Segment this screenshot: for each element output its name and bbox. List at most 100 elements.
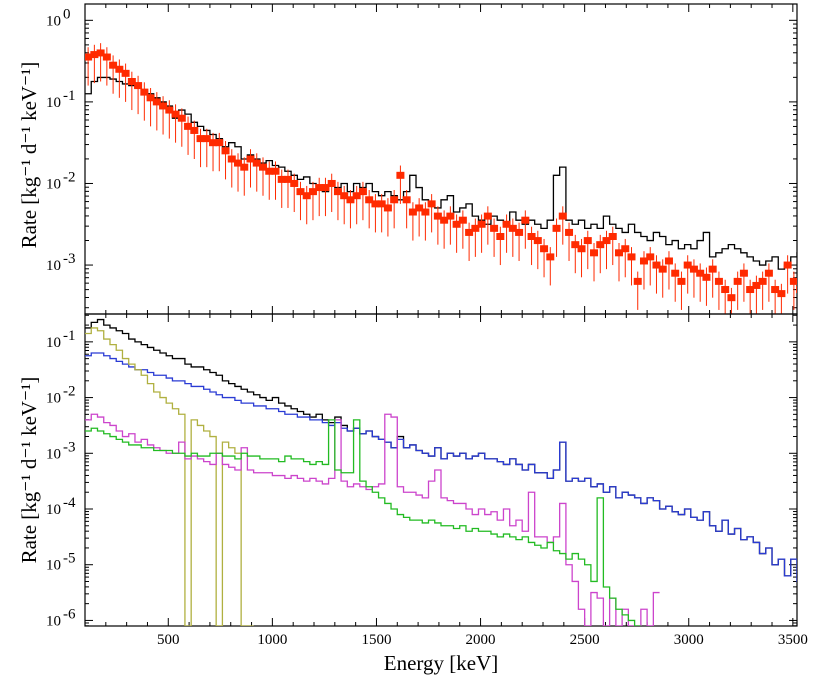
data-point <box>340 192 349 200</box>
data-point <box>664 257 673 265</box>
data-point <box>433 212 442 220</box>
x-axis-label: Energy [keV] <box>384 651 499 675</box>
data-point <box>502 220 511 228</box>
y-tick-label: 10 <box>46 558 61 574</box>
data-point <box>683 261 692 269</box>
series-step-line <box>85 327 254 626</box>
y-tick-label: 10 <box>46 258 61 274</box>
data-point <box>633 277 642 285</box>
y-tick-exponent: -3 <box>63 439 76 455</box>
data-point <box>658 265 667 273</box>
data-point <box>234 159 243 167</box>
y-tick-label: 10 <box>46 95 61 111</box>
x-tick-label: 3000 <box>674 632 704 648</box>
data-point <box>764 269 773 277</box>
y-tick-exponent: -4 <box>63 495 76 511</box>
data-point <box>777 290 786 298</box>
x-tick-label: 2500 <box>570 632 600 648</box>
y-tick-label: 10 <box>46 391 61 407</box>
data-point <box>789 277 797 285</box>
y-tick-exponent: -5 <box>63 551 76 567</box>
data-point <box>696 269 705 277</box>
data-point <box>565 228 574 236</box>
data-point <box>627 253 636 261</box>
data-point <box>227 155 236 163</box>
data-point <box>109 61 118 69</box>
data-point <box>521 216 530 224</box>
data-point <box>308 188 317 196</box>
data-point <box>758 277 767 285</box>
data-point <box>421 208 430 216</box>
data-point <box>346 196 355 204</box>
data-point <box>558 212 567 220</box>
y-tick-label: 10 <box>46 502 61 518</box>
data-point <box>177 114 186 122</box>
data-point <box>415 204 424 212</box>
data-point <box>102 53 111 61</box>
data-point <box>240 163 249 171</box>
data-point <box>533 237 542 245</box>
data-point <box>752 281 761 289</box>
data-point <box>739 269 748 277</box>
data-point <box>85 53 93 61</box>
data-point <box>321 184 330 192</box>
data-point <box>465 228 474 236</box>
data-point <box>277 175 286 183</box>
data-point <box>365 196 374 204</box>
data-point <box>483 212 492 220</box>
data-point <box>783 261 792 269</box>
data-point <box>621 245 630 253</box>
data-point <box>446 212 455 220</box>
data-point <box>115 65 124 73</box>
data-point <box>209 139 218 147</box>
y-tick-exponent: -2 <box>63 169 76 185</box>
data-point <box>121 69 130 77</box>
data-point <box>165 106 174 114</box>
series-step-line <box>85 419 641 626</box>
data-point <box>458 216 467 224</box>
data-point <box>271 167 280 175</box>
y-tick-exponent: -1 <box>63 328 76 344</box>
data-point <box>146 94 155 102</box>
data-point <box>221 147 230 155</box>
data-point <box>140 88 149 96</box>
data-point <box>215 139 224 147</box>
data-point <box>746 286 755 294</box>
data-point <box>708 265 717 273</box>
data-point <box>608 233 617 240</box>
data-point <box>596 241 605 249</box>
data-point <box>590 249 599 257</box>
data-point <box>377 200 386 208</box>
data-point <box>171 110 180 118</box>
data-point <box>333 188 342 196</box>
data-point <box>134 82 143 90</box>
data-point <box>302 192 311 200</box>
data-point <box>490 224 499 232</box>
data-point <box>546 253 555 261</box>
data-point <box>802 302 810 309</box>
data-point <box>283 175 292 183</box>
data-point <box>652 261 661 269</box>
data-point <box>152 98 161 106</box>
data-point <box>496 233 505 240</box>
data-point <box>527 233 536 240</box>
data-point <box>733 277 742 285</box>
data-point <box>671 269 680 277</box>
data-point <box>515 228 524 236</box>
data-point <box>540 245 549 253</box>
x-tick-label: 3500 <box>778 632 808 648</box>
data-point <box>127 78 136 85</box>
data-point <box>252 159 261 167</box>
data-point <box>202 135 211 143</box>
data-point <box>265 167 274 175</box>
data-point <box>639 257 648 265</box>
data-point <box>677 277 686 285</box>
data-point <box>427 200 436 208</box>
data-point <box>689 265 698 273</box>
data-point <box>190 126 199 134</box>
data-point <box>552 224 561 232</box>
data-point <box>383 204 392 212</box>
